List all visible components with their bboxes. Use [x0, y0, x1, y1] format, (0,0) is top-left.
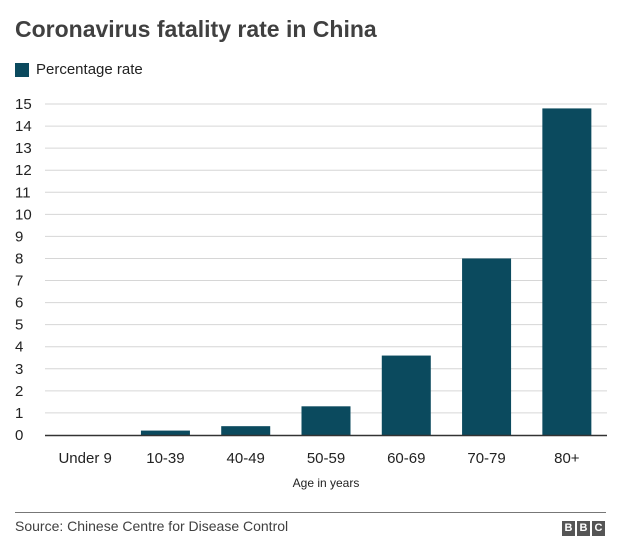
bar — [381, 355, 431, 435]
y-tick-label: 0 — [15, 427, 23, 444]
legend-swatch — [15, 62, 29, 77]
y-tick-label: 5 — [15, 317, 23, 334]
x-tick-label: 50-59 — [307, 450, 345, 467]
y-tick-label: 13 — [15, 140, 32, 157]
y-tick-label: 10 — [15, 206, 32, 223]
y-tick-label: 14 — [15, 118, 32, 135]
x-tick-label: 40-49 — [227, 450, 265, 467]
footer-divider — [15, 512, 606, 513]
y-tick-label: 9 — [15, 228, 23, 245]
bar — [140, 430, 190, 435]
legend: Percentage rate — [15, 61, 143, 78]
y-tick-label: 1 — [15, 405, 23, 422]
y-tick-label: 7 — [15, 273, 23, 290]
x-tick-label: 60-69 — [387, 450, 425, 467]
y-tick-label: 4 — [15, 339, 23, 356]
x-tick-label: 80+ — [554, 450, 580, 467]
logo-letter: C — [592, 521, 605, 536]
bar — [462, 258, 512, 435]
gridlines — [45, 103, 607, 414]
x-axis-ticks: Under 9 10-39 40-49 50-59 60-69 70-79 80+ — [58, 450, 579, 467]
chart-title: Coronavirus fatality rate in China — [15, 16, 377, 42]
y-tick-label: 12 — [15, 162, 32, 179]
bars — [140, 108, 592, 435]
bar — [542, 108, 592, 435]
bar — [221, 426, 271, 435]
y-tick-label: 11 — [15, 184, 31, 201]
legend-label: Percentage rate — [36, 61, 143, 78]
bar — [301, 406, 351, 435]
bbc-logo: B B C — [562, 521, 605, 536]
y-tick-label: 3 — [15, 361, 23, 378]
y-tick-label: 6 — [15, 295, 23, 312]
x-tick-label: Under 9 — [58, 450, 111, 467]
x-tick-label: 10-39 — [146, 450, 184, 467]
y-tick-label: 2 — [15, 383, 23, 400]
x-axis-label: Age in years — [293, 476, 360, 490]
y-tick-label: 8 — [15, 250, 23, 267]
logo-letter: B — [562, 521, 575, 536]
x-tick-label: 70-79 — [467, 450, 505, 467]
logo-letter: B — [577, 521, 590, 536]
source-note: Source: Chinese Centre for Disease Contr… — [15, 518, 289, 534]
y-tick-label: 15 — [15, 96, 32, 113]
